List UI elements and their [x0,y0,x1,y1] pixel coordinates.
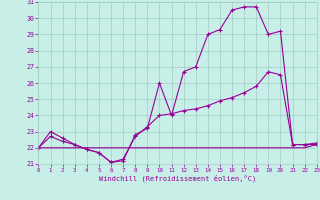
X-axis label: Windchill (Refroidissement éolien,°C): Windchill (Refroidissement éolien,°C) [99,175,256,182]
